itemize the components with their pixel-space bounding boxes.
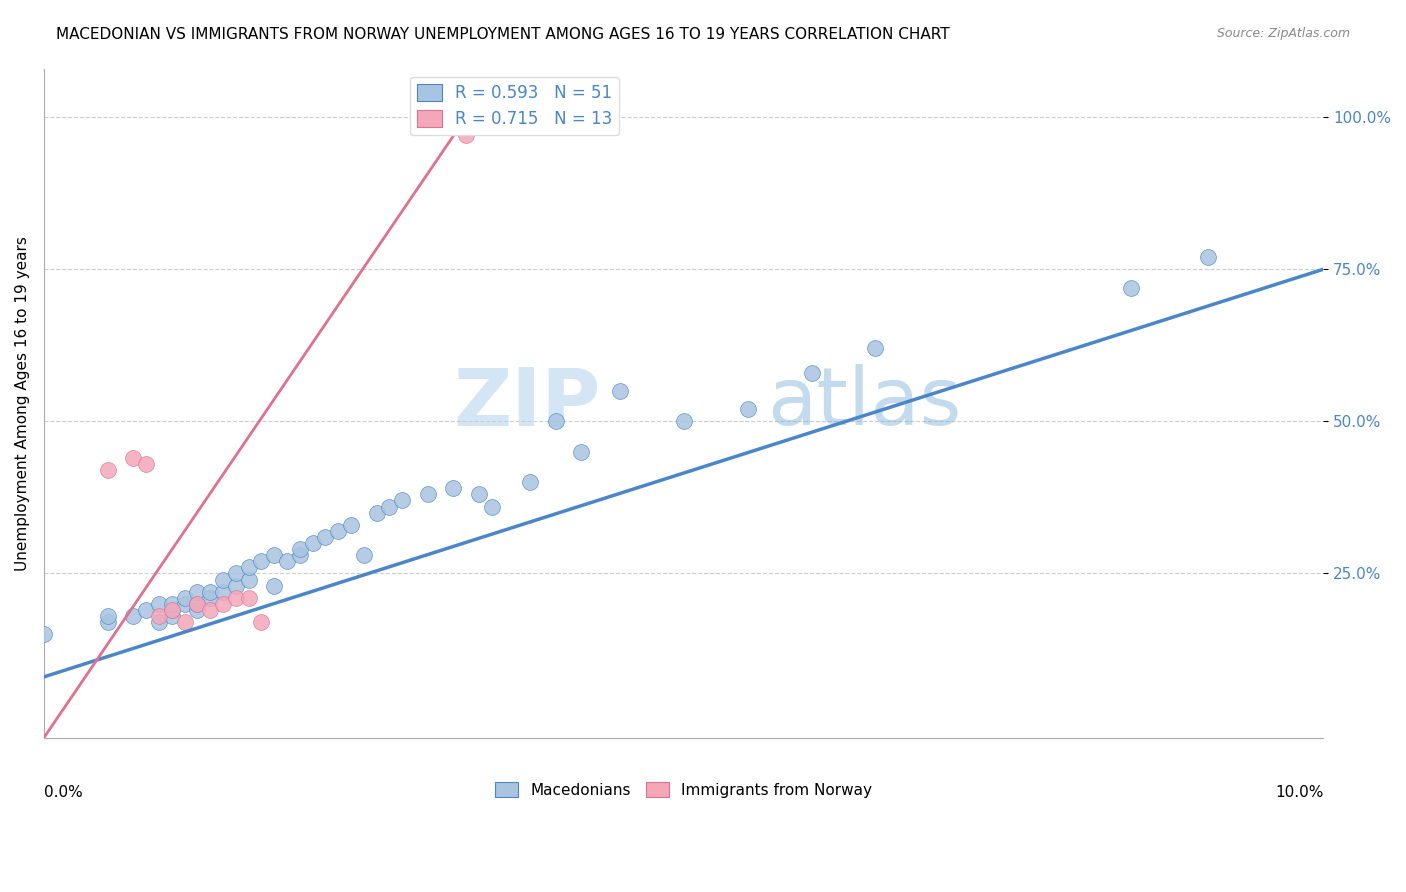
Point — [328, 524, 350, 538]
Point — [200, 584, 222, 599]
Text: ZIP: ZIP — [453, 364, 600, 442]
Point — [301, 536, 323, 550]
Point — [160, 597, 183, 611]
Point — [263, 579, 285, 593]
Point — [737, 402, 759, 417]
Point — [340, 517, 363, 532]
Point — [416, 487, 439, 501]
Point — [250, 554, 273, 568]
Point — [366, 506, 388, 520]
Point — [97, 609, 120, 624]
Point — [186, 597, 208, 611]
Point — [468, 487, 491, 501]
Point — [173, 597, 195, 611]
Point — [225, 566, 247, 581]
Point — [212, 584, 235, 599]
Point — [569, 444, 592, 458]
Point — [378, 500, 401, 514]
Point — [314, 530, 336, 544]
Point — [148, 615, 170, 629]
Point — [148, 609, 170, 624]
Point — [173, 615, 195, 629]
Point — [160, 609, 183, 624]
Point — [672, 414, 695, 428]
Point — [441, 481, 464, 495]
Point — [32, 627, 55, 641]
Point — [250, 615, 273, 629]
Point — [1197, 250, 1219, 264]
Point — [238, 573, 260, 587]
Point — [800, 366, 823, 380]
Text: 10.0%: 10.0% — [1275, 785, 1323, 799]
Point — [212, 573, 235, 587]
Point — [544, 414, 567, 428]
Point — [865, 342, 887, 356]
Point — [225, 579, 247, 593]
Point — [288, 548, 311, 562]
Point — [160, 603, 183, 617]
Point — [353, 548, 375, 562]
Text: atlas: atlas — [766, 364, 962, 442]
Point — [212, 597, 235, 611]
Point — [225, 591, 247, 605]
Point — [186, 597, 208, 611]
Point — [481, 500, 503, 514]
Point — [454, 128, 477, 143]
Point — [122, 450, 145, 465]
Point — [122, 609, 145, 624]
Text: Source: ZipAtlas.com: Source: ZipAtlas.com — [1216, 27, 1350, 40]
Legend: Macedonians, Immigrants from Norway: Macedonians, Immigrants from Norway — [489, 775, 879, 804]
Point — [238, 591, 260, 605]
Point — [238, 560, 260, 574]
Point — [609, 384, 631, 398]
Point — [391, 493, 413, 508]
Point — [519, 475, 541, 490]
Point — [200, 603, 222, 617]
Point — [135, 457, 157, 471]
Point — [160, 603, 183, 617]
Y-axis label: Unemployment Among Ages 16 to 19 years: Unemployment Among Ages 16 to 19 years — [15, 235, 30, 571]
Point — [135, 603, 157, 617]
Point — [148, 597, 170, 611]
Point — [288, 542, 311, 557]
Text: 0.0%: 0.0% — [44, 785, 83, 799]
Point — [1121, 280, 1143, 294]
Point — [186, 584, 208, 599]
Point — [97, 615, 120, 629]
Point — [276, 554, 298, 568]
Point — [97, 463, 120, 477]
Point — [173, 591, 195, 605]
Point — [186, 603, 208, 617]
Text: MACEDONIAN VS IMMIGRANTS FROM NORWAY UNEMPLOYMENT AMONG AGES 16 TO 19 YEARS CORR: MACEDONIAN VS IMMIGRANTS FROM NORWAY UNE… — [56, 27, 950, 42]
Point — [263, 548, 285, 562]
Point — [200, 591, 222, 605]
